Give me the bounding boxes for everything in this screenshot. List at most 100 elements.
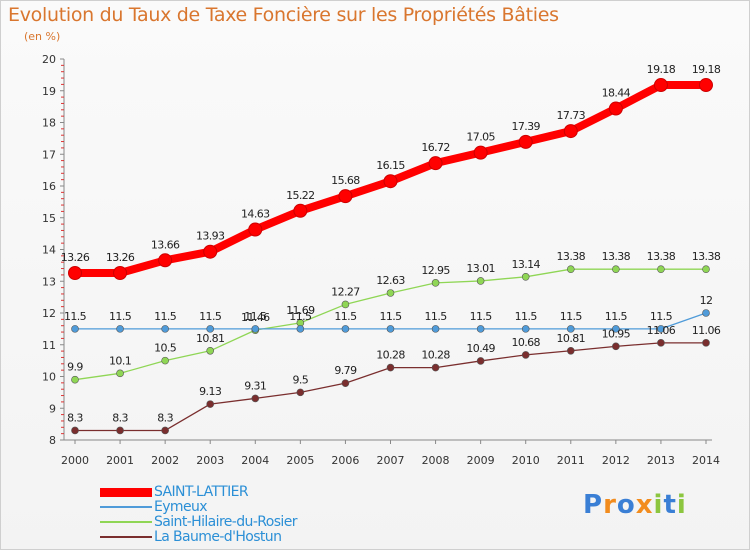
- data-label: 13.14: [511, 258, 540, 271]
- data-point: [206, 325, 215, 333]
- logo-letter: r: [603, 490, 617, 520]
- data-point: [518, 134, 533, 149]
- data-label: 16.15: [376, 159, 405, 172]
- data-point: [296, 388, 305, 397]
- data-label: 11.5: [515, 310, 538, 323]
- y-tick-label: 14: [42, 244, 56, 257]
- y-tick-label: 19: [42, 85, 56, 98]
- data-label: 11.5: [470, 310, 493, 323]
- data-point: [341, 300, 350, 309]
- logo-letter: P: [583, 490, 604, 520]
- data-point: [702, 309, 710, 317]
- data-point: [473, 145, 488, 160]
- data-point: [702, 339, 710, 347]
- data-point: [566, 325, 575, 333]
- data-point: [161, 426, 169, 435]
- line-chart: 8 9 10 11 12 13 14 15 16 17 18 19 20 2000 2001 2002 2003…: [42, 53, 721, 467]
- data-label: 11.5: [199, 310, 222, 323]
- x-tick-label: 2003: [196, 454, 224, 467]
- y-tick-label: 8: [49, 434, 56, 447]
- data-point: [248, 222, 263, 237]
- x-tick-label: 2013: [647, 454, 675, 467]
- x-tick-label: 2008: [422, 454, 450, 467]
- data-point: [657, 339, 665, 347]
- data-point: [521, 325, 530, 333]
- data-point: [158, 253, 173, 268]
- data-point: [116, 426, 124, 435]
- data-point: [476, 277, 485, 285]
- data-point: [657, 265, 665, 273]
- data-label: 10.5: [154, 342, 177, 355]
- data-point: [702, 265, 710, 273]
- data-label: 11.5: [425, 310, 448, 323]
- x-tick-label: 2007: [377, 454, 405, 467]
- data-point: [386, 363, 395, 372]
- data-label: 17.73: [557, 109, 586, 122]
- data-label: 11.5: [154, 310, 177, 323]
- data-point: [68, 265, 82, 280]
- data-label: 10.81: [196, 332, 225, 345]
- data-label: 13.38: [602, 250, 631, 263]
- data-point: [206, 400, 215, 408]
- x-tick-label: 2001: [106, 454, 134, 467]
- data-label: 10.81: [557, 332, 586, 345]
- data-point: [116, 369, 124, 378]
- data-label: 17.39: [511, 120, 540, 133]
- data-label: 13.38: [692, 250, 721, 263]
- data-label: 12.63: [376, 274, 405, 287]
- data-label: 9.79: [334, 364, 357, 377]
- data-label: 19.18: [647, 63, 676, 76]
- data-label: 12.95: [421, 264, 450, 277]
- data-label: 11.5: [379, 310, 402, 323]
- data-label: 12.27: [331, 285, 360, 298]
- data-label: 10.68: [511, 336, 540, 349]
- data-label: 14.63: [241, 207, 270, 220]
- data-point: [431, 279, 440, 287]
- data-point: [476, 357, 485, 365]
- data-label: 11.5: [334, 310, 357, 323]
- x-tick-label: 2014: [692, 454, 720, 467]
- data-point: [338, 189, 353, 204]
- data-point: [383, 174, 398, 189]
- chart-title: Evolution du Taux de Taxe Foncière sur l…: [8, 4, 559, 26]
- data-point: [431, 325, 440, 333]
- data-point: [431, 363, 440, 372]
- data-label: 13.93: [196, 230, 225, 243]
- data-point: [251, 394, 260, 403]
- data-label: 11.06: [647, 324, 676, 337]
- data-label: 11.5: [289, 310, 312, 323]
- legend-swatch: [100, 506, 152, 508]
- x-tick-label: 2000: [61, 454, 89, 467]
- data-label: 11.5: [109, 310, 132, 323]
- x-tick-label: 2006: [331, 454, 359, 467]
- data-point: [341, 379, 350, 387]
- data-point: [71, 325, 79, 333]
- y-tick-label: 18: [42, 117, 56, 130]
- data-label: 10.28: [421, 349, 450, 362]
- data-point: [206, 346, 215, 355]
- y-tick-label: 15: [42, 212, 56, 225]
- data-point: [476, 325, 485, 333]
- x-tick-label: 2009: [467, 454, 495, 467]
- data-point: [293, 203, 308, 218]
- data-point: [521, 273, 530, 281]
- x-tick-label: 2011: [557, 454, 585, 467]
- data-point: [341, 325, 350, 333]
- data-point: [71, 375, 79, 384]
- proxiti-logo: Proxiti: [583, 490, 687, 520]
- data-point: [612, 325, 620, 333]
- data-label: 15.68: [331, 174, 360, 187]
- y-tick-label: 17: [42, 148, 56, 161]
- data-point: [386, 289, 395, 297]
- data-label: 9.9: [67, 361, 83, 374]
- y-tick-label: 13: [42, 275, 56, 288]
- x-tick-label: 2012: [602, 454, 630, 467]
- data-label: 12: [700, 294, 713, 307]
- y-tick-label: 16: [42, 180, 56, 193]
- data-point: [521, 351, 530, 359]
- data-label: 19.18: [692, 63, 721, 76]
- data-label: 11.69: [286, 304, 315, 317]
- data-label: 10.49: [466, 342, 495, 355]
- legend-swatch: [100, 521, 152, 523]
- data-label: 18.44: [602, 87, 631, 100]
